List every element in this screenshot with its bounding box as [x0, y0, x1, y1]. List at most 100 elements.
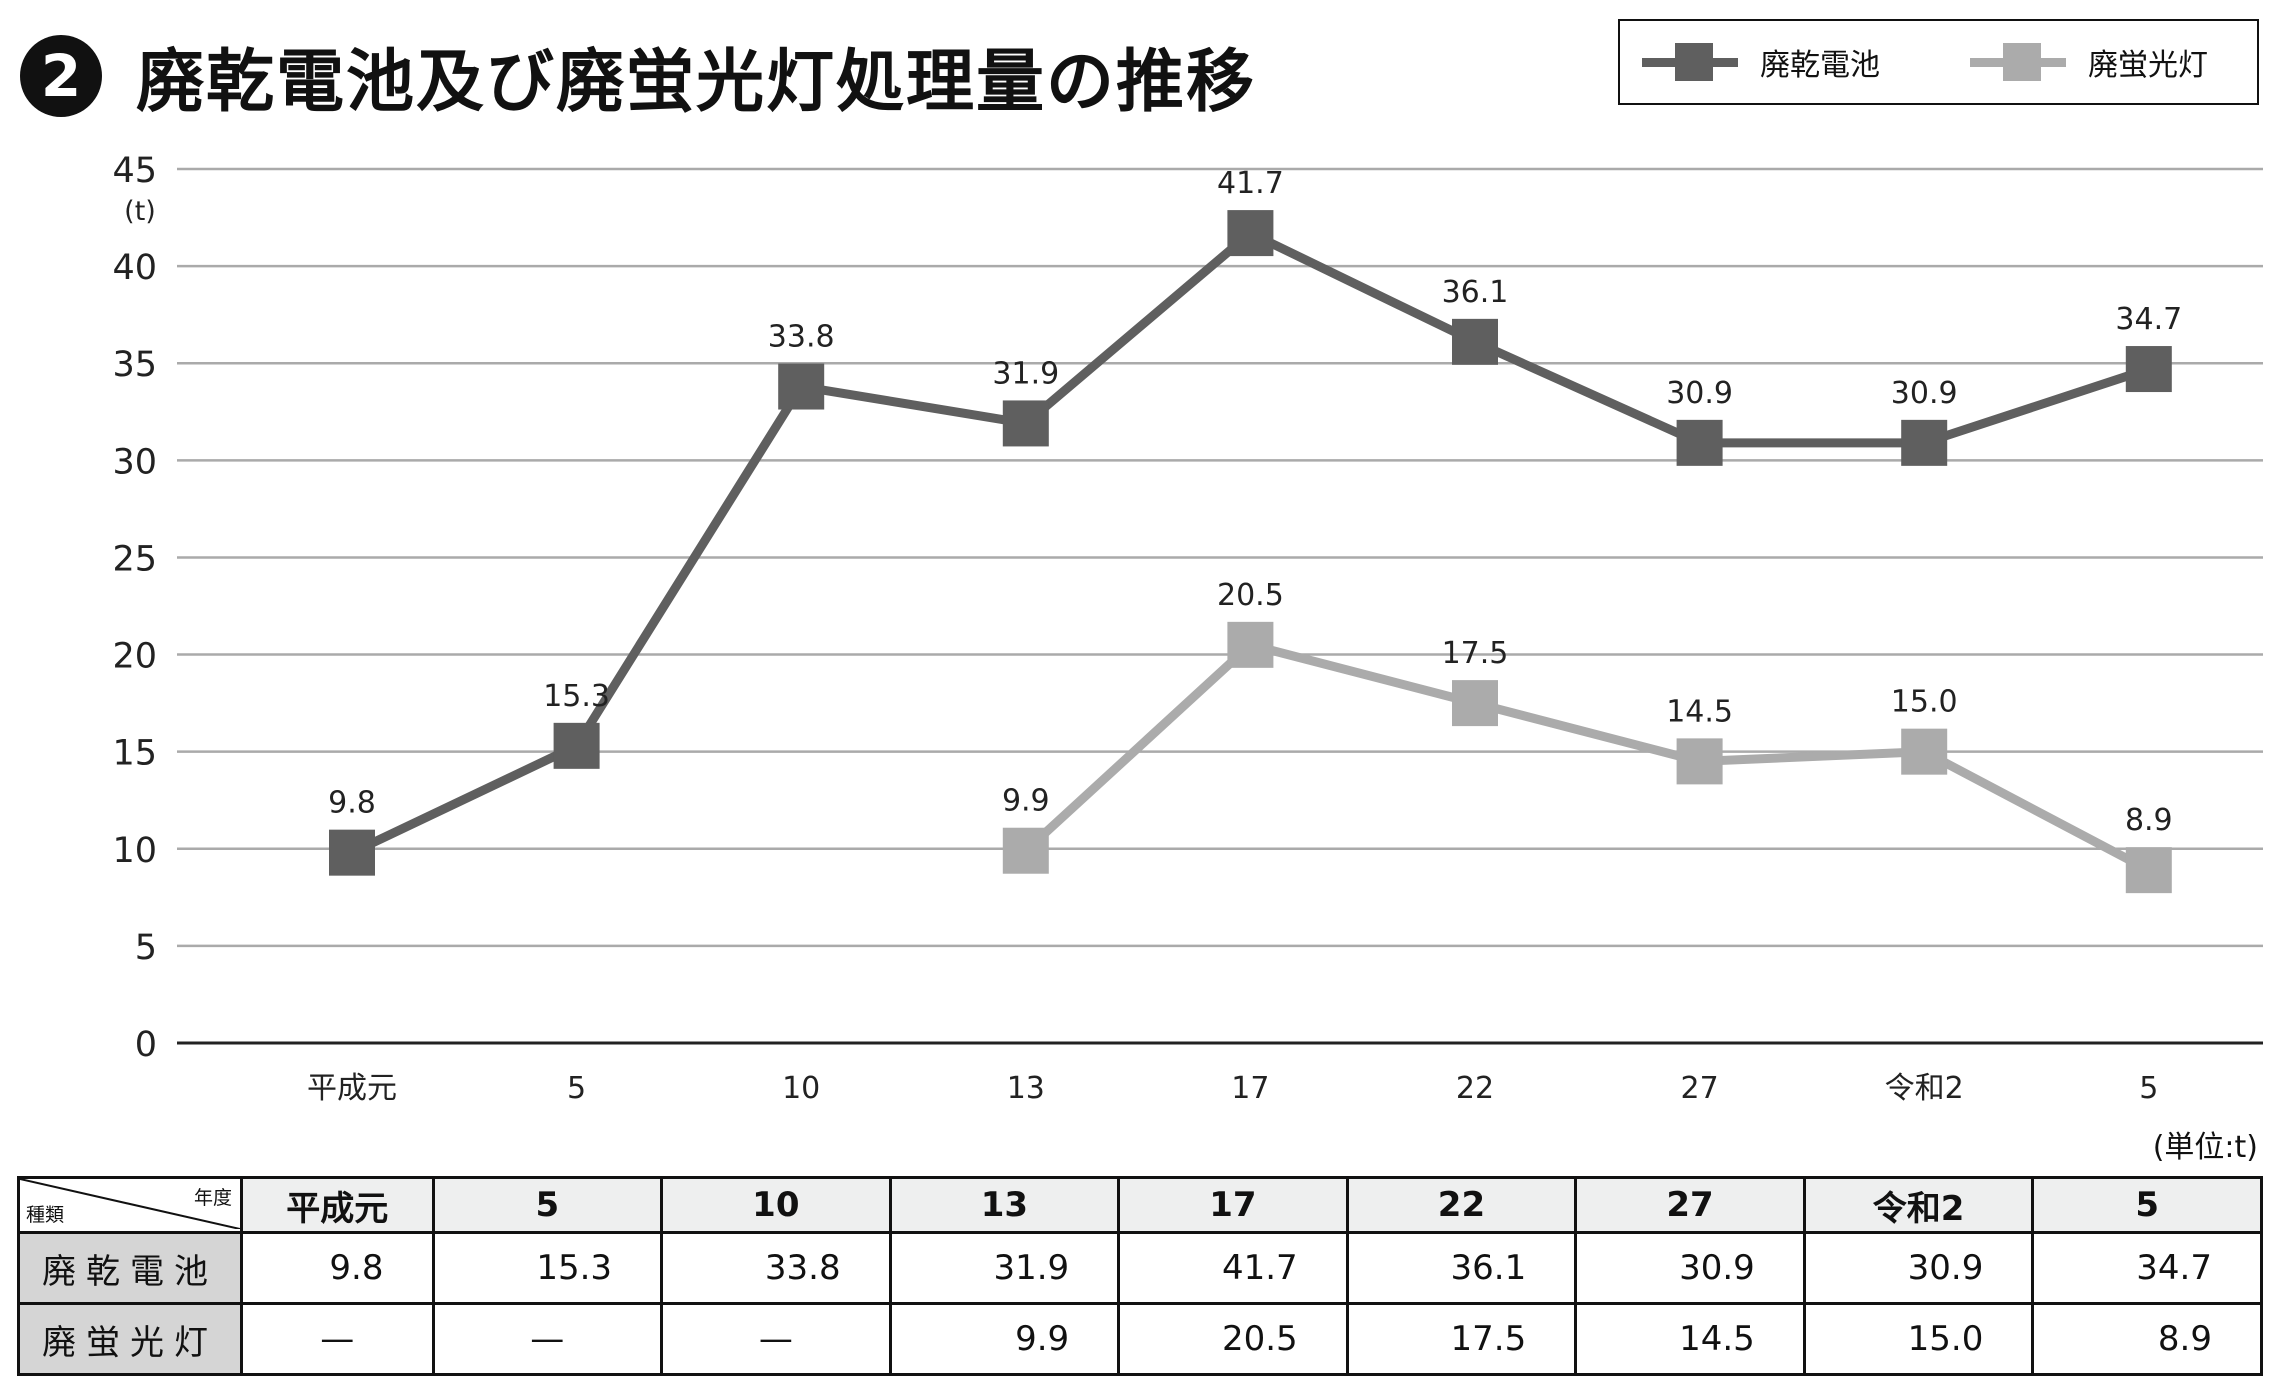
data-table: 年度 種類 平成元 5 10 13 17 22 27 令和2 5 廃乾電池 9.…	[17, 1176, 2263, 1376]
x-tick-label: 22	[1456, 1071, 1494, 1106]
data-label: 41.7	[1217, 166, 1284, 201]
table-row: 廃乾電池 9.8 15.3 33.8 31.9 41.7 36.1 30.9 3…	[17, 1231, 2263, 1305]
table-cell: 34.7	[2031, 1231, 2263, 1305]
y-tick-label: 10	[112, 831, 157, 871]
x-tick-label: 17	[1231, 1071, 1269, 1106]
data-point-marker	[329, 829, 375, 876]
data-label: 20.5	[1217, 578, 1284, 613]
legend-label: 廃蛍光灯	[2088, 48, 2208, 83]
x-tick-label: 令和2	[1885, 1071, 1964, 1106]
table-header: 27	[1574, 1176, 1806, 1234]
legend-swatch	[1970, 42, 2066, 81]
data-label: 8.9	[2125, 803, 2173, 838]
table-cell: 30.9	[1574, 1231, 1806, 1305]
table-header: 22	[1345, 1176, 1578, 1234]
unit-note: (単位:t)	[2152, 1130, 2258, 1165]
chart-title: 2 廃乾電池及び廃蛍光灯処理量の推移	[20, 26, 1256, 125]
data-point-marker	[1227, 210, 1274, 257]
data-label: 31.9	[992, 356, 1059, 391]
data-label: 36.1	[1442, 275, 1509, 310]
y-axis-unit: (t)	[124, 196, 156, 227]
data-label: 30.9	[1666, 376, 1733, 411]
data-point-marker	[2125, 346, 2172, 393]
y-tick-label: 15	[112, 734, 157, 774]
data-point-marker	[1452, 680, 1498, 727]
data-point-marker	[2125, 847, 2172, 894]
legend-label: 廃乾電池	[1760, 48, 1880, 83]
table-cell: 8.9	[2031, 1302, 2263, 1376]
data-label: 30.9	[1891, 376, 1958, 411]
series-line-0	[350, 227, 2151, 857]
y-tick-label: 45	[112, 151, 157, 191]
table-corner-cell: 年度 種類	[17, 1176, 243, 1234]
data-point-marker	[1901, 728, 1948, 775]
legend-swatch	[1642, 42, 1738, 81]
x-tick-label: 5	[567, 1071, 586, 1106]
data-point-marker	[1002, 400, 1049, 447]
data-point-marker	[553, 722, 600, 769]
table-header-row: 年度 種類 平成元 5 10 13 17 22 27 令和2 5	[17, 1176, 2263, 1234]
y-tick-label: 25	[112, 539, 157, 579]
legend-item-fluorescent: 廃蛍光灯	[1970, 21, 2208, 103]
row-label: 廃蛍光灯	[17, 1302, 243, 1376]
table-cell: 9.9	[888, 1302, 1121, 1376]
table-cell: 9.8	[240, 1231, 435, 1305]
data-point-marker	[1452, 318, 1498, 365]
x-tick-label: 13	[1007, 1071, 1045, 1106]
data-point-marker	[1676, 419, 1723, 466]
table-cell: 36.1	[1345, 1231, 1578, 1305]
table-cell: 41.7	[1117, 1231, 1349, 1305]
legend-item-dry-battery: 廃乾電池	[1642, 21, 1880, 103]
x-tick-label: 27	[1681, 1071, 1719, 1106]
legend: 廃乾電池 廃蛍光灯	[1618, 19, 2259, 105]
data-point-marker	[1227, 621, 1274, 668]
table-cell: 30.9	[1802, 1231, 2035, 1305]
x-tick-label: 平成元	[307, 1071, 397, 1106]
table-row: 廃蛍光灯 — — — 9.9 20.5 17.5 14.5 15.0 8.9	[17, 1302, 2263, 1376]
table-header: 10	[660, 1176, 892, 1234]
data-point-marker	[1676, 738, 1723, 785]
x-tick-label: 10	[782, 1071, 820, 1106]
row-label: 廃乾電池	[17, 1231, 243, 1305]
table-cell: 20.5	[1117, 1302, 1349, 1376]
y-tick-label: 5	[135, 928, 157, 968]
data-label: 15.0	[1891, 685, 1958, 720]
table-cell: —	[431, 1302, 664, 1376]
table-header: 5	[2031, 1176, 2263, 1234]
data-label: 14.5	[1666, 694, 1733, 729]
data-label: 34.7	[2115, 302, 2182, 337]
x-tick-label: 5	[2139, 1071, 2158, 1106]
table-header: 5	[431, 1176, 664, 1234]
table-cell: 15.3	[431, 1231, 664, 1305]
data-point-marker	[1002, 827, 1049, 874]
table-cell: 31.9	[888, 1231, 1121, 1305]
series-line-1	[1022, 639, 2151, 875]
table-header: 17	[1117, 1176, 1349, 1234]
table-header: 13	[888, 1176, 1121, 1234]
table-header: 平成元	[240, 1176, 435, 1234]
corner-type-label: 種類	[26, 1204, 65, 1226]
table-cell: 15.0	[1802, 1302, 2035, 1376]
data-point-marker	[778, 363, 825, 410]
table-header: 令和2	[1802, 1176, 2035, 1234]
table-cell: 17.5	[1345, 1302, 1578, 1376]
data-label: 15.3	[543, 679, 610, 714]
data-label: 9.9	[1002, 784, 1050, 819]
data-label: 33.8	[768, 320, 835, 355]
table-cell: 33.8	[660, 1231, 892, 1305]
table-cell: 14.5	[1574, 1302, 1806, 1376]
table-cell: —	[660, 1302, 892, 1376]
y-tick-label: 30	[112, 442, 157, 482]
y-tick-label: 35	[112, 345, 157, 385]
data-point-marker	[1901, 419, 1948, 466]
y-tick-label: 40	[112, 248, 157, 288]
y-tick-label: 0	[135, 1025, 157, 1065]
line-chart: 0 5 10 15 20 25 30 35 40 45 (t) 平成元 5 10 13 17 22 27 令和2 5 9…	[112, 151, 2263, 1106]
data-label: 9.8	[328, 786, 376, 821]
data-label: 17.5	[1442, 636, 1509, 671]
title-text: 廃乾電池及び廃蛍光灯処理量の推移	[136, 43, 1257, 122]
y-tick-label: 20	[112, 637, 157, 677]
table-cell: —	[240, 1302, 435, 1376]
corner-year-label: 年度	[193, 1187, 232, 1209]
title-number-badge: 2	[20, 34, 102, 117]
